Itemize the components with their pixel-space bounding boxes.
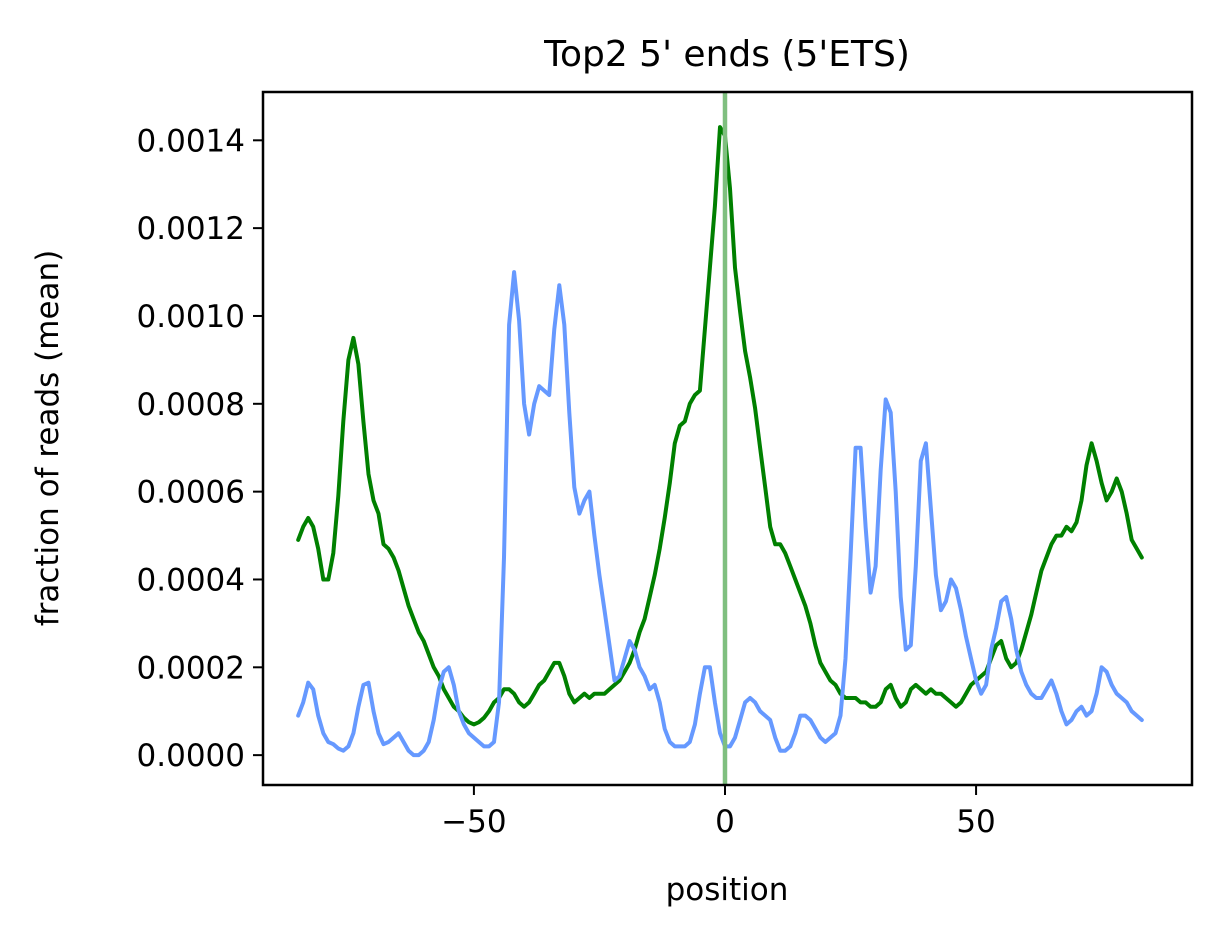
y-tick-label: 0.0002 [137,650,245,686]
axis-ticks: −50 0 50 0.0000 0.0002 0.0004 0.0006 0.0008 0.00… [137,123,996,840]
series-1-line [296,125,1144,727]
y-tick-label: 0.0012 [137,211,245,247]
y-tick-label: 0.0010 [137,299,245,335]
x-tick-label: −50 [441,804,506,840]
y-tick-label: 0.0000 [137,738,245,774]
plot-frame [261,90,1194,787]
y-tick-label: 0.0008 [137,387,245,423]
chart-title: Top2 5' ends (5'ETS) [543,34,910,75]
x-tick-label: 50 [956,804,995,840]
y-axis-label: fraction of reads (mean) [30,250,66,627]
plot-area [296,92,1144,785]
x-axis-label: position [666,872,789,908]
series-2-line [296,270,1144,758]
y-tick-label: 0.0004 [137,562,245,598]
x-tick-label: 0 [715,804,735,840]
y-tick-label: 0.0006 [137,475,245,511]
y-tick-label: 0.0014 [137,123,245,159]
